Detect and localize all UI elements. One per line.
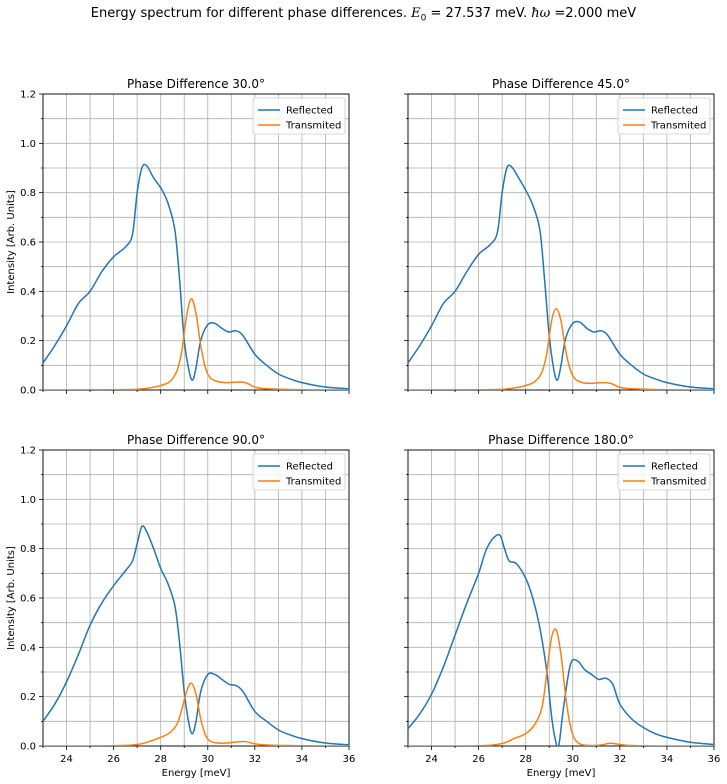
- y-tick-label: 0.2: [20, 336, 36, 347]
- legend: Reflected Transmited: [617, 453, 711, 491]
- suptitle-e0-value: = 27.537 meV.: [426, 6, 532, 21]
- x-axis-label: Energy [meV]: [162, 768, 231, 779]
- y-axis-label: Intensity [Arb. Units]: [6, 546, 17, 650]
- x-tick-label: 32: [613, 754, 626, 765]
- legend: Reflected Transmited: [252, 453, 346, 491]
- x-tick-label: 32: [248, 754, 261, 765]
- legend-label: Reflected: [651, 106, 698, 117]
- y-tick-label: 0.0: [20, 386, 36, 397]
- subplot-phase-30: 0.0 0.2 0.4 0.6 0.8 1.0 1.2 Phase Difference 30…: [6, 77, 350, 397]
- y-tick-label: 0.2: [20, 692, 36, 703]
- series-line-reflected: [408, 164, 714, 390]
- y-tick-label: 0.4: [20, 287, 36, 298]
- y-tick-label: 1.2: [20, 446, 36, 457]
- legend: Reflected Transmited: [617, 97, 711, 135]
- grid: [407, 93, 715, 391]
- x-tick-label: 30: [566, 754, 579, 765]
- x-tick-label: 26: [472, 754, 485, 765]
- x-tick-label: 24: [60, 754, 73, 765]
- y-tick-label: 1.0: [20, 139, 36, 150]
- suptitle-hw-value: =2.000 meV: [550, 6, 637, 21]
- figure-suptitle: Energy spectrum for different phase diff…: [0, 6, 727, 24]
- y-tick-label: 0.6: [20, 238, 36, 249]
- legend-label: Transmited: [285, 477, 341, 488]
- subplot-title: Phase Difference 180.0°: [488, 433, 634, 447]
- subplot-title: Phase Difference 45.0°: [492, 77, 630, 91]
- x-tick-label: 36: [708, 754, 721, 765]
- y-tick-label: 0.8: [20, 188, 36, 199]
- legend-label: Transmited: [650, 477, 706, 488]
- legend: Reflected Transmited: [252, 97, 346, 135]
- x-tick-label: 30: [201, 754, 214, 765]
- series-line-transmited: [408, 628, 714, 746]
- series-line-reflected: [43, 525, 349, 746]
- legend-label: Transmited: [285, 121, 341, 132]
- x-tick-label: 34: [296, 754, 309, 765]
- series-line-transmited: [43, 298, 349, 390]
- x-tick-label: 26: [107, 754, 120, 765]
- y-axis-label: Intensity [Arb. Units]: [6, 190, 17, 294]
- subplot-title: Phase Difference 90.0°: [127, 433, 265, 447]
- x-tick-label: 28: [154, 754, 167, 765]
- y-tick-label: 0.4: [20, 643, 36, 654]
- y-tick-label: 0.0: [20, 742, 36, 753]
- legend-label: Reflected: [651, 462, 698, 473]
- x-tick-label: 24: [425, 754, 438, 765]
- legend-label: Reflected: [286, 462, 333, 473]
- grid: [42, 449, 350, 747]
- subplot-title: Phase Difference 30.0°: [127, 77, 265, 91]
- x-tick-label: 28: [519, 754, 532, 765]
- grid: [42, 93, 350, 391]
- subplot-phase-45: Phase Difference 45.0° Reflected Transmite…: [404, 77, 715, 394]
- y-tick-label: 0.6: [20, 594, 36, 605]
- legend-label: Reflected: [286, 106, 333, 117]
- grid: [407, 449, 715, 747]
- suptitle-prefix: Energy spectrum for different phase diff…: [90, 6, 412, 21]
- series-line-transmited: [408, 307, 714, 390]
- y-tick-label: 1.2: [20, 90, 36, 101]
- series-line-reflected: [43, 163, 349, 390]
- suptitle-hw-symbol: ħω: [531, 6, 551, 21]
- legend-label: Transmited: [650, 121, 706, 132]
- subplot-phase-90: 24 26 28 30 32 34 36 0.0 0.2 0.4 0.6 0.8 1.0 1.2 Phase…: [6, 433, 355, 779]
- x-tick-label: 36: [343, 754, 356, 765]
- series-line-transmited: [43, 682, 349, 746]
- x-tick-label: 34: [661, 754, 674, 765]
- suptitle-e0-subscript: 0: [420, 13, 427, 24]
- suptitle-e0-symbol: E: [411, 6, 421, 21]
- x-axis-label: Energy [meV]: [527, 768, 596, 779]
- series-line-reflected: [408, 533, 714, 746]
- y-tick-label: 1.0: [20, 495, 36, 506]
- y-tick-label: 0.8: [20, 544, 36, 555]
- subplot-phase-180: 24 26 28 30 32 34 36 Phase Difference 180.0° Ene…: [404, 433, 720, 779]
